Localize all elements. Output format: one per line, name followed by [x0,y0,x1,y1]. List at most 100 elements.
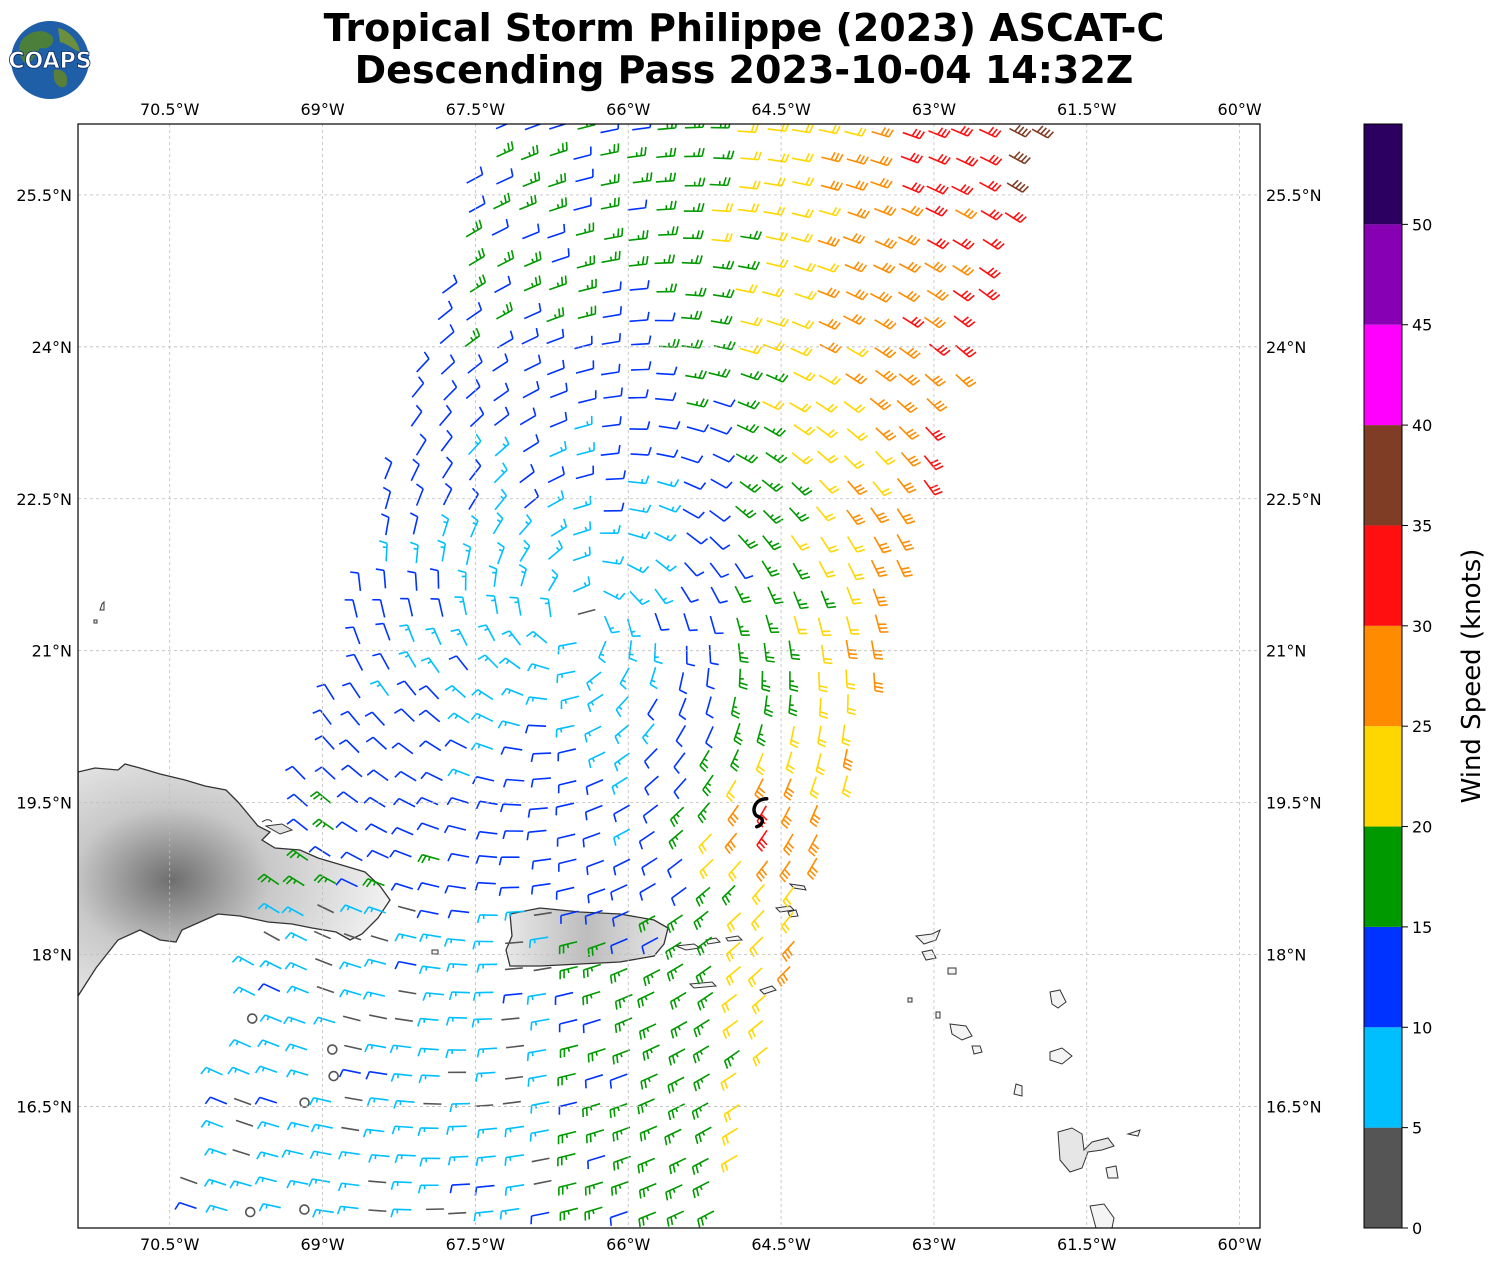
wind-barb [368,1180,387,1184]
axis-labels-layer: 70.5°W 70.5°W 69°W 69°W 67.5°W 67.5°W 66°W 66°W… [16,100,1321,1254]
wind-barb [466,301,483,321]
wind-barb [362,1128,385,1138]
wind-barb [328,1070,339,1082]
wind-barb [603,590,626,601]
wind-barb [654,254,676,265]
wind-barb [419,740,442,752]
saba-island [907,997,913,1003]
wind-barb [313,1016,336,1025]
wind-barb [955,155,979,167]
wind-barb [789,402,812,413]
wind-barb [685,370,708,380]
wind-barb [846,509,866,526]
wind-barb [709,177,731,187]
lon-tick-label-top: 66°W [606,100,650,119]
wind-barb [686,398,709,408]
wind-barb [735,453,759,464]
wind-barb [847,480,868,496]
wind-barb [603,615,620,634]
wind-barb [765,373,789,383]
wind-barb [409,541,419,564]
wind-barb [244,1206,256,1218]
wind-barb [520,144,539,161]
wind-barb [530,1211,550,1225]
wind-barb [955,373,977,388]
wind-barb [286,1179,309,1189]
wind-barb [817,725,827,748]
wind-barb [286,793,309,807]
wind-barb [437,539,447,562]
wind-barb [790,346,813,357]
wind-barb [845,616,860,635]
wind-barb [697,801,711,824]
wind-barb [736,423,760,434]
wind-barb [709,562,730,579]
wind-barb [684,562,705,577]
wind-barb [344,1044,363,1051]
wind-barb [417,1047,439,1057]
montserrat-island [947,967,957,975]
wind-barb [257,1039,280,1048]
wind-barb [869,397,892,411]
wind-barb [588,751,606,769]
wind-barb [680,586,699,603]
wind-barb [791,482,813,496]
wind-barb [698,833,712,855]
wind-barb [728,860,742,882]
wind-barb [204,1147,227,1156]
wind-barb [755,752,766,776]
wind-barb [896,534,915,551]
wind-barb [492,353,509,372]
wind-barb [950,125,974,137]
wind-barb [955,344,977,358]
wind-barb [498,886,520,897]
wind-barb [763,642,775,663]
dominica-island [1105,1165,1119,1179]
wind-barb [761,670,771,692]
wind-barb [702,774,714,797]
wind-barb [257,873,280,886]
wind-barb [470,515,479,538]
wind-barb [747,1020,764,1040]
wind-barb [533,1179,552,1185]
wind-barb [681,255,703,265]
wind-barb [874,450,896,466]
wind-barb [632,172,653,184]
wind-barb [781,912,794,934]
wind-barb [705,696,714,719]
wind-barb [476,963,498,973]
wind-barb [656,449,679,458]
wind-barb [437,300,453,321]
wind-barb [638,1023,657,1040]
wind-barb [457,569,467,591]
wind-barb [639,1125,658,1142]
title-line-2: Descending Pass 2023-10-04 14:32Z [355,48,1134,92]
wind-barb [658,226,679,236]
wind-barb [502,830,524,840]
wind-barb [765,614,780,634]
wind-barb [925,426,946,441]
wind-barb [341,1126,360,1132]
martinique-island [1089,1203,1115,1228]
wind-barb [312,709,332,725]
wind-barb [286,1121,309,1131]
wind-barb [642,1044,660,1061]
les-saintes-island [1126,1129,1141,1137]
wind-barb [978,288,1001,301]
wind-barb [506,1044,525,1049]
wind-barb [709,509,731,522]
wind-barb [443,379,458,401]
wind-barb [642,723,655,745]
wind-barb [429,568,440,589]
wind-barb [518,563,528,587]
wind-barb [817,617,832,637]
wind-barb [495,124,509,130]
wind-barb [364,711,386,726]
wind-barb [761,560,780,577]
wind-barb [737,643,749,664]
wind-barb [447,1155,469,1166]
wind-barb [582,963,601,979]
wind-barb [667,1076,685,1094]
wind-barb [587,888,606,904]
wind-barb [327,1044,338,1055]
